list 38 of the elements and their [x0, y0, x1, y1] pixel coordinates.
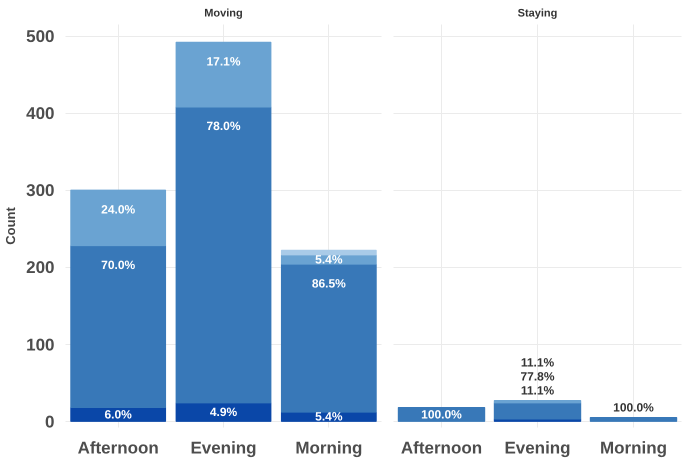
- bar: [176, 42, 272, 108]
- annotation: 86.5%: [312, 276, 346, 290]
- annotation: 24.0%: [101, 202, 136, 216]
- y-axis-title: Count: [3, 206, 18, 245]
- bar: [494, 400, 582, 404]
- annotation: 5.4%: [315, 410, 343, 424]
- y-tick-label: 100: [26, 335, 55, 354]
- bar: [494, 402, 582, 420]
- x-tick-label: Evening: [504, 438, 571, 458]
- annotation: 78.0%: [206, 119, 241, 134]
- chart-title: Staying: [518, 8, 558, 20]
- annotation: 100.0%: [421, 407, 462, 422]
- x-tick-label: Morning: [295, 438, 362, 458]
- annotation: 11.1%: [520, 356, 555, 370]
- x-tick-label: Evening: [190, 438, 257, 458]
- y-tick-label: 0: [45, 412, 55, 432]
- bar: [70, 190, 166, 246]
- annotation: 100.0%: [613, 400, 654, 414]
- annotation: 70.0%: [101, 258, 136, 272]
- chart-title: Moving: [204, 8, 243, 20]
- annotation: 6.0%: [104, 407, 132, 422]
- bar: [590, 416, 678, 422]
- x-tick-label: Afternoon: [400, 438, 482, 458]
- y-tick-label: 200: [26, 258, 55, 278]
- y-tick-label: 400: [26, 104, 55, 124]
- bar: [176, 106, 272, 404]
- bar: [280, 250, 377, 256]
- bar: [280, 264, 377, 413]
- y-tick-label: 500: [26, 27, 55, 46]
- annotation: 4.9%: [210, 405, 238, 420]
- annotation: 5.4%: [315, 252, 343, 267]
- bar: [70, 245, 166, 408]
- annotation: 77.8%: [520, 370, 555, 384]
- y-tick-label: 300: [26, 181, 55, 200]
- x-tick-label: Morning: [600, 438, 668, 458]
- annotation: 11.1%: [520, 384, 555, 398]
- annotation: 17.1%: [206, 54, 241, 68]
- x-tick-label: Afternoon: [78, 438, 159, 458]
